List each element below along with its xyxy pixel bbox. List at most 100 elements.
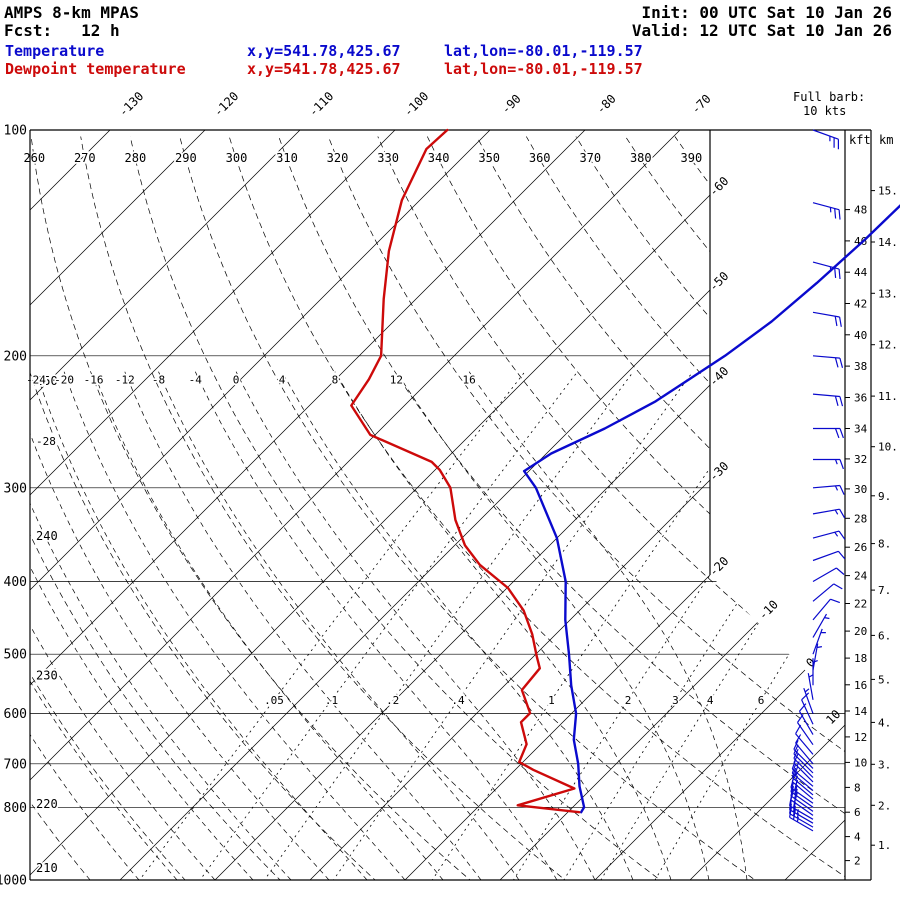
svg-text:-80: -80 — [594, 92, 619, 117]
svg-text:600: 600 — [4, 707, 27, 722]
dewpoint-legend-label: Dewpoint temperature — [5, 60, 186, 78]
forecast-hour: Fcst: 12 h — [4, 21, 120, 40]
svg-text:15.: 15. — [878, 185, 898, 198]
svg-text:100: 100 — [4, 124, 27, 139]
svg-text:-120: -120 — [211, 89, 241, 119]
svg-text:6: 6 — [854, 806, 861, 819]
svg-text:1.: 1. — [878, 839, 891, 852]
svg-text:22: 22 — [854, 598, 867, 611]
valid-time: Valid: 12 UTC Sat 10 Jan 26 — [631, 21, 892, 40]
svg-text:10: 10 — [854, 756, 867, 769]
svg-text:kft: kft — [849, 133, 871, 147]
svg-text:12: 12 — [390, 374, 403, 387]
svg-text:48: 48 — [854, 204, 867, 217]
svg-text:4: 4 — [279, 374, 286, 387]
chart-frame — [29, 129, 872, 881]
svg-text:330: 330 — [377, 151, 399, 165]
svg-text:-110: -110 — [306, 89, 336, 119]
svg-text:10: 10 — [823, 707, 843, 727]
svg-text:34: 34 — [854, 423, 868, 436]
svg-text:20: 20 — [854, 625, 867, 638]
svg-text:24: 24 — [854, 570, 868, 583]
svg-text:6: 6 — [758, 694, 765, 707]
svg-text:380: 380 — [630, 151, 652, 165]
svg-text:11.: 11. — [878, 390, 898, 403]
svg-text:4: 4 — [707, 694, 714, 707]
sounding-curves — [350, 128, 900, 814]
svg-text:Full barb:: Full barb: — [793, 90, 865, 104]
svg-text:12: 12 — [854, 731, 867, 744]
svg-text:700: 700 — [4, 757, 27, 772]
svg-text:14: 14 — [854, 705, 868, 718]
svg-text:-70: -70 — [689, 92, 714, 117]
svg-text:-8: -8 — [152, 374, 165, 387]
svg-text:390: 390 — [681, 151, 703, 165]
svg-text:2: 2 — [625, 694, 632, 707]
dewpoint-xy: x,y=541.78,425.67 — [247, 60, 401, 78]
svg-text:-10: -10 — [756, 597, 781, 622]
svg-text:230: 230 — [36, 669, 58, 683]
svg-text:km: km — [879, 133, 893, 147]
svg-text:-100: -100 — [401, 89, 431, 119]
svg-text:.4: .4 — [451, 694, 465, 707]
svg-text:1: 1 — [548, 694, 555, 707]
svg-text:3.: 3. — [878, 758, 891, 771]
svg-text:44: 44 — [854, 266, 868, 279]
svg-text:16: 16 — [854, 679, 867, 692]
svg-text:38: 38 — [854, 360, 867, 373]
svg-text:280: 280 — [125, 151, 147, 165]
svg-text:30: 30 — [854, 483, 867, 496]
svg-text:-130: -130 — [116, 89, 146, 119]
dewpoint-temperature-curve — [350, 128, 581, 814]
background-grid — [30, 130, 845, 880]
model-title: AMPS 8-km MPAS — [4, 3, 139, 22]
svg-text:-24: -24 — [26, 374, 46, 387]
svg-text:40: 40 — [854, 329, 867, 342]
svg-text:400: 400 — [4, 575, 27, 590]
temperature-legend-label: Temperature — [5, 42, 105, 60]
svg-text:-16: -16 — [84, 374, 104, 387]
svg-text:18: 18 — [854, 652, 867, 665]
svg-text:8: 8 — [854, 781, 861, 794]
svg-text:5.: 5. — [878, 673, 891, 686]
svg-text:8.: 8. — [878, 538, 891, 551]
svg-text:370: 370 — [579, 151, 601, 165]
svg-text:10 kts: 10 kts — [803, 104, 846, 118]
svg-text:0: 0 — [803, 655, 818, 670]
svg-text:220: 220 — [36, 797, 58, 811]
svg-text:-28: -28 — [36, 435, 56, 448]
svg-text:2: 2 — [854, 855, 861, 868]
temperature-xy: x,y=541.78,425.67 — [247, 42, 401, 60]
svg-text:-20: -20 — [54, 374, 74, 387]
svg-text:10.: 10. — [878, 441, 898, 454]
svg-text:-12: -12 — [115, 374, 135, 387]
svg-text:9.: 9. — [878, 490, 891, 503]
svg-text:36: 36 — [854, 392, 867, 405]
svg-text:-90: -90 — [499, 92, 524, 117]
svg-text:0: 0 — [233, 374, 240, 387]
svg-text:28: 28 — [854, 512, 867, 525]
init-time: Init: 00 UTC Sat 10 Jan 26 — [641, 3, 892, 22]
svg-text:.2: .2 — [386, 694, 399, 707]
svg-text:250: 250 — [36, 374, 58, 388]
svg-text:13.: 13. — [878, 287, 898, 300]
wind-barbs — [789, 129, 846, 832]
svg-text:7.: 7. — [878, 584, 891, 597]
svg-text:500: 500 — [4, 648, 27, 663]
svg-text:340: 340 — [428, 151, 450, 165]
svg-text:-4: -4 — [189, 374, 203, 387]
svg-text:800: 800 — [4, 801, 27, 816]
svg-text:360: 360 — [529, 151, 551, 165]
svg-text:1000: 1000 — [0, 874, 27, 889]
svg-text:16: 16 — [462, 374, 475, 387]
svg-text:300: 300 — [226, 151, 248, 165]
svg-text:260: 260 — [23, 151, 45, 165]
svg-text:14.: 14. — [878, 236, 898, 249]
svg-text:320: 320 — [327, 151, 349, 165]
svg-text:240: 240 — [36, 529, 58, 543]
svg-text:3: 3 — [672, 694, 679, 707]
svg-text:26: 26 — [854, 541, 867, 554]
svg-text:350: 350 — [478, 151, 500, 165]
